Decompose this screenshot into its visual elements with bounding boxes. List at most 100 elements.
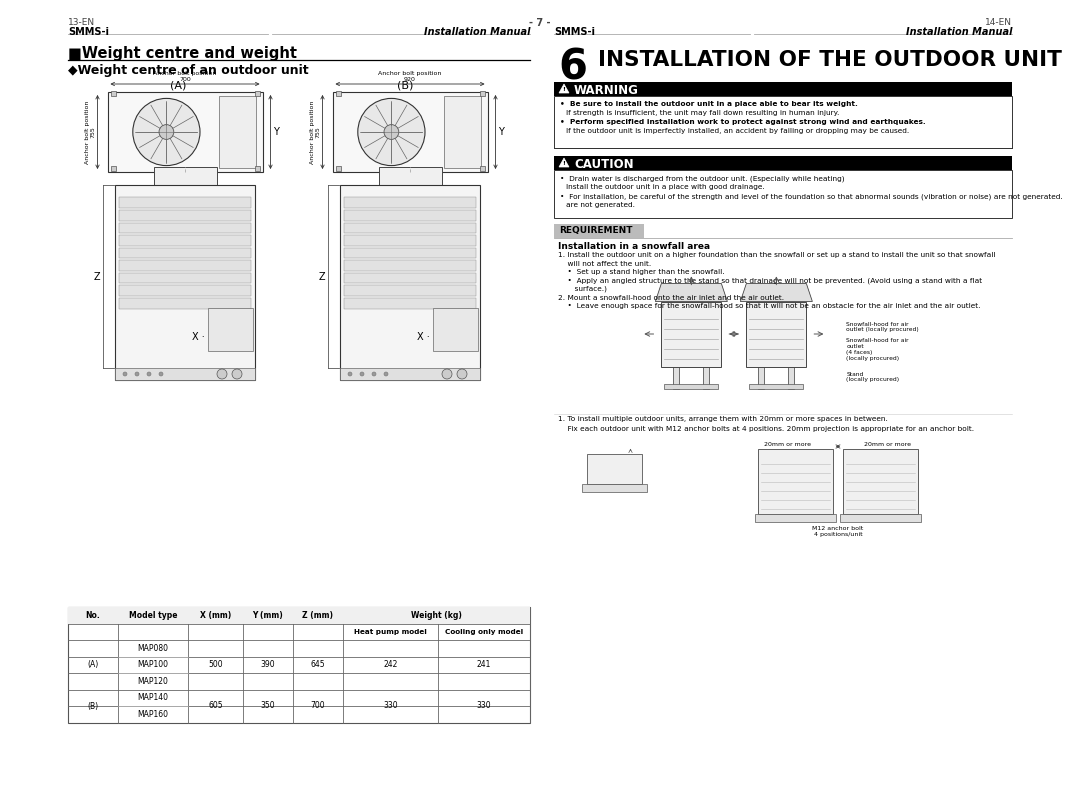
Bar: [843, 449, 918, 513]
Text: 14-EN: 14-EN: [985, 18, 1012, 27]
Circle shape: [348, 372, 352, 376]
Text: 20mm or more: 20mm or more: [765, 441, 811, 446]
Circle shape: [159, 372, 163, 376]
Bar: [480, 91, 485, 96]
Text: •  Perform specified installation work to protect against strong wind and earthq: • Perform specified installation work to…: [561, 119, 926, 125]
Text: 13-EN: 13-EN: [68, 18, 95, 27]
Bar: [333, 92, 487, 172]
Text: 645: 645: [311, 660, 325, 670]
Text: 2. Mount a snowfall-hood onto the air inlet and the air outlet.: 2. Mount a snowfall-hood onto the air in…: [558, 295, 784, 300]
Text: 330: 330: [383, 702, 397, 710]
Text: will not affect the unit.: will not affect the unit.: [558, 260, 651, 267]
Circle shape: [133, 99, 200, 166]
Text: Snowfall-hood for air
outlet (locally procured): Snowfall-hood for air outlet (locally pr…: [847, 321, 919, 332]
Circle shape: [159, 125, 174, 139]
Text: X ·: X ·: [192, 332, 205, 342]
Bar: [673, 367, 679, 388]
Bar: [746, 301, 807, 367]
Text: ■Weight centre and weight: ■Weight centre and weight: [68, 46, 297, 61]
Text: •  Apply an angled structure to the stand so that drainage will not be prevented: • Apply an angled structure to the stand…: [558, 277, 982, 284]
Text: (A): (A): [170, 80, 186, 90]
Bar: [661, 301, 721, 367]
Text: X ·: X ·: [417, 332, 430, 342]
Text: MAP120: MAP120: [137, 677, 168, 686]
Bar: [340, 185, 480, 380]
Bar: [119, 235, 251, 246]
Bar: [554, 156, 1012, 170]
Text: !: !: [563, 87, 566, 92]
Bar: [345, 273, 476, 284]
Text: •  Leave enough space for the snowfall-hood so that it will not be an obstacle f: • Leave enough space for the snowfall-ho…: [558, 303, 981, 309]
Text: - 7 -: - 7 -: [529, 18, 551, 28]
Text: Y: Y: [273, 127, 280, 137]
Bar: [114, 185, 255, 380]
Bar: [336, 166, 340, 171]
Text: 330: 330: [476, 702, 491, 710]
Text: Anchor bolt position
755: Anchor bolt position 755: [310, 100, 321, 163]
Bar: [345, 298, 476, 308]
Circle shape: [384, 372, 388, 376]
Text: INSTALLATION OF THE OUTDOOR UNIT: INSTALLATION OF THE OUTDOOR UNIT: [598, 50, 1062, 70]
Bar: [444, 96, 482, 168]
Text: (B): (B): [87, 702, 98, 710]
Circle shape: [217, 369, 227, 379]
Polygon shape: [559, 84, 569, 93]
Bar: [840, 513, 921, 521]
Bar: [119, 285, 251, 296]
Bar: [433, 308, 478, 351]
Circle shape: [357, 99, 426, 166]
Bar: [345, 235, 476, 246]
Bar: [788, 367, 795, 388]
Text: •  Drain water is discharged from the outdoor unit. (Especially while heating): • Drain water is discharged from the out…: [561, 175, 845, 182]
Text: If the outdoor unit is imperfectly installed, an accident by failing or dropping: If the outdoor unit is imperfectly insta…: [566, 128, 909, 134]
Bar: [110, 166, 116, 171]
Bar: [208, 308, 253, 351]
Bar: [554, 96, 1012, 148]
Bar: [119, 197, 251, 208]
Text: REQUIREMENT: REQUIREMENT: [559, 226, 633, 235]
Text: SMMS-i: SMMS-i: [554, 27, 595, 37]
Bar: [114, 368, 255, 380]
Text: Snowfall-hood for air
outlet
(4 faces)
(locally procured): Snowfall-hood for air outlet (4 faces) (…: [847, 339, 909, 361]
Text: If strength is insufficient, the unit may fall down resulting in human injury.: If strength is insufficient, the unit ma…: [566, 110, 839, 116]
Text: 1. Install the outdoor unit on a higher foundation than the snowfall or set up a: 1. Install the outdoor unit on a higher …: [558, 252, 996, 258]
Text: Z: Z: [93, 272, 100, 281]
Bar: [68, 607, 530, 623]
Bar: [119, 298, 251, 308]
Text: 241: 241: [476, 660, 491, 670]
Text: Installation Manual: Installation Manual: [905, 27, 1012, 37]
Text: ◆Weight centre of an outdoor unit: ◆Weight centre of an outdoor unit: [68, 64, 309, 77]
Bar: [554, 224, 644, 238]
Bar: [758, 367, 765, 388]
Bar: [758, 449, 833, 513]
Text: 1. To install multiple outdoor units, arrange them with 20mm or more spaces in b: 1. To install multiple outdoor units, ar…: [558, 417, 888, 422]
Text: •  Set up a stand higher than the snowfall.: • Set up a stand higher than the snowfal…: [558, 269, 725, 275]
Text: Fix each outdoor unit with M12 anchor bolts at 4 positions. 20mm projection is a: Fix each outdoor unit with M12 anchor bo…: [558, 425, 974, 432]
Circle shape: [384, 125, 399, 139]
Text: 500: 500: [208, 660, 222, 670]
Bar: [119, 260, 251, 271]
Text: 20mm or more: 20mm or more: [864, 441, 912, 446]
Text: No.: No.: [85, 610, 100, 620]
Text: MAP080: MAP080: [137, 644, 168, 653]
Text: Y: Y: [499, 127, 504, 137]
Bar: [119, 223, 251, 233]
Text: Model type: Model type: [129, 610, 177, 620]
Polygon shape: [741, 284, 812, 301]
Text: WARNING: WARNING: [573, 84, 639, 97]
Bar: [664, 384, 718, 388]
Text: Cooling only model: Cooling only model: [445, 629, 523, 634]
Bar: [110, 91, 116, 96]
Bar: [378, 167, 442, 185]
Text: (A): (A): [87, 660, 98, 670]
Bar: [755, 513, 836, 521]
Circle shape: [147, 372, 151, 376]
Text: X (mm): X (mm): [200, 610, 231, 620]
Text: MAP160: MAP160: [137, 710, 168, 718]
Circle shape: [457, 369, 467, 379]
Text: •  For installation, be careful of the strength and level of the foundation so t: • For installation, be careful of the st…: [561, 193, 1063, 199]
Text: Heat pump model: Heat pump model: [354, 629, 427, 634]
Text: 350: 350: [260, 702, 275, 710]
Circle shape: [135, 372, 139, 376]
Text: Z (mm): Z (mm): [302, 610, 334, 620]
